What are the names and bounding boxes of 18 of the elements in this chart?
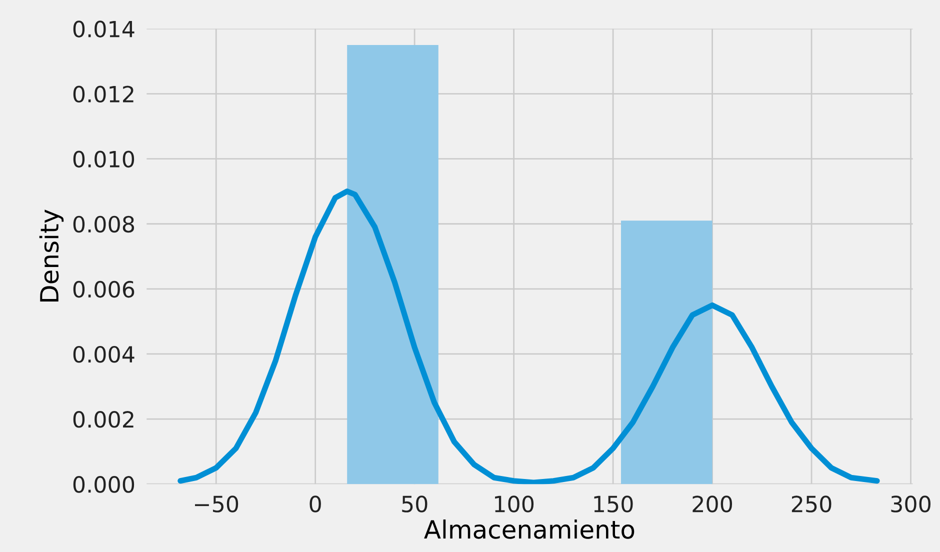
x-tick-label: 0 [310, 496, 321, 512]
y-tick-label: 0.008 [73, 216, 134, 233]
x-tick-label: 150 [594, 496, 633, 512]
x-tick-label: 200 [692, 496, 732, 512]
x-tick-label: 250 [792, 496, 832, 512]
y-tick-label: 0.002 [73, 410, 134, 428]
x-tick-label: 100 [495, 496, 534, 512]
x-tick-label: 300 [891, 496, 930, 512]
y-tick-label: 0.004 [73, 346, 134, 363]
y-axis-title: Density [39, 210, 64, 302]
x-tick-label: 50 [402, 496, 428, 512]
y-tick-label: 0.012 [73, 86, 134, 103]
y-tick-label: 0.000 [73, 476, 134, 493]
y-tick-label: 0.010 [73, 150, 134, 168]
y-tick-label: 0.006 [73, 280, 134, 298]
x-tick-label: −50 [195, 496, 238, 512]
x-axis-title: Almacenamiento [424, 520, 634, 539]
y-tick-label: 0.014 [73, 20, 134, 38]
